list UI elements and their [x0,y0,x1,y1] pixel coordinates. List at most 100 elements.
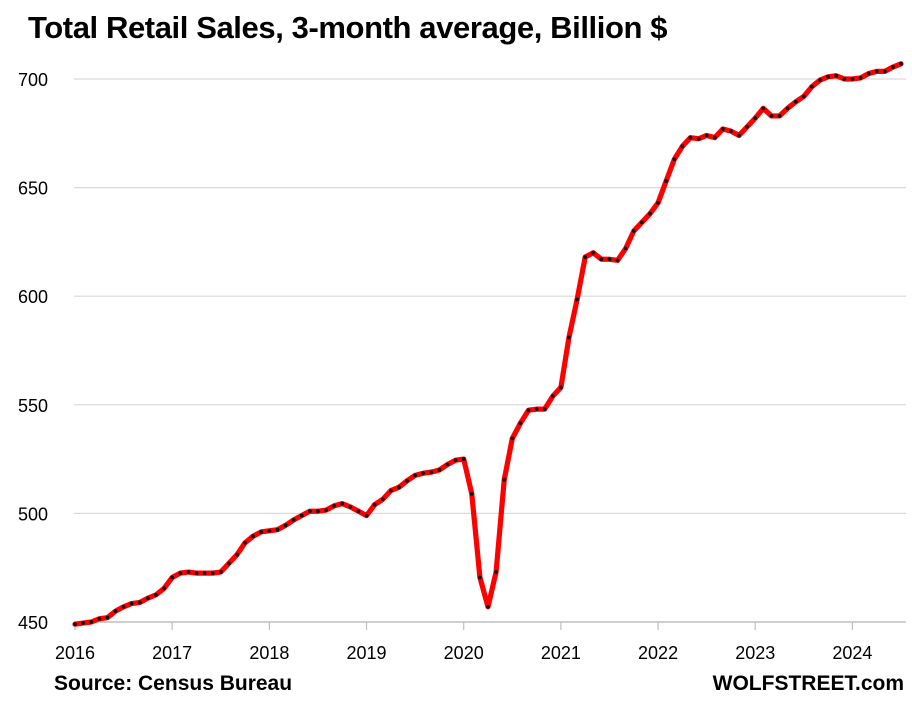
data-point [737,133,741,138]
data-point [129,601,134,606]
x-tick-label: 2017 [152,643,192,663]
data-point [826,74,831,79]
data-point [486,604,490,609]
data-point [850,77,855,81]
data-point [235,552,239,557]
data-point [502,477,507,482]
data-point [591,250,596,255]
data-point [631,229,636,233]
data-point [461,457,466,461]
data-point [251,534,256,539]
data-point [599,257,604,262]
y-tick-label: 550 [18,396,48,416]
data-point [364,513,369,518]
data-point [121,604,126,609]
data-point [809,84,814,89]
data-point [704,133,709,138]
data-point [801,94,806,99]
data-point [267,528,272,533]
data-point [510,436,515,441]
data-point [882,69,887,74]
data-point [518,421,523,426]
data-point [818,78,822,82]
data-point [73,622,77,627]
x-tick-label: 2022 [638,643,678,663]
data-point [89,620,94,624]
data-point [340,501,345,506]
data-point [194,571,199,576]
series-line-0 [72,61,904,627]
data-point [453,458,458,463]
data-point [558,385,563,390]
data-point [137,600,142,605]
data-point [696,136,701,141]
data-point [332,503,337,508]
data-point [178,571,183,576]
data-point [639,220,644,225]
data-point [761,106,766,111]
data-point [437,468,442,472]
data-point [664,179,669,183]
data-point [526,408,531,413]
data-point [891,65,895,69]
x-tick-label: 2020 [444,643,484,663]
data-point [777,114,782,118]
data-point [186,570,191,574]
data-point [291,518,296,522]
data-point [283,523,288,528]
grid-layer [74,78,906,515]
data-point [356,509,361,514]
data-point [745,124,750,129]
data-point [218,570,223,574]
data-point [226,561,231,566]
data-point [445,462,450,467]
y-tick-label: 450 [18,613,48,633]
data-point [243,540,247,545]
data-point [607,257,612,262]
data-point [275,527,280,532]
data-point [421,471,426,476]
data-point [202,571,207,576]
y-tick-label: 600 [18,287,48,307]
data-point [842,77,847,81]
x-tick-label: 2016 [55,643,95,663]
series-layer [72,61,904,627]
data-point [874,69,879,74]
tick-label-layer: 450 500 550 600 650 700 2016 2017 2018 2019 2020 20… [18,70,872,663]
x-tick-label: 2024 [832,643,872,663]
data-point [405,478,409,483]
data-point [550,394,555,399]
data-point [720,127,725,131]
data-point [623,246,628,251]
data-point [97,616,102,621]
data-point [656,200,660,205]
data-point [793,99,798,104]
x-tick-label: 2019 [347,643,387,663]
y-tick-label: 700 [18,70,48,90]
data-point [899,61,903,66]
data-point [494,570,498,574]
y-tick-label: 500 [18,504,48,524]
data-point [858,76,863,80]
data-point [348,504,353,509]
data-point [680,144,685,149]
y-tick-label: 650 [18,179,48,199]
data-point [785,106,790,111]
chart-title: Total Retail Sales, 3-month average, Bil… [28,10,668,45]
data-point [380,497,385,502]
data-point [154,592,158,597]
data-point [583,255,588,260]
data-point [388,488,393,493]
data-point [753,116,758,120]
data-point [648,211,652,216]
data-point [113,609,118,614]
data-point [429,470,434,475]
data-point [866,71,871,76]
axis-layer [74,621,906,630]
data-point [542,407,547,412]
data-point [81,621,85,625]
data-point [316,509,320,514]
data-point [688,135,693,140]
data-point [324,508,328,513]
